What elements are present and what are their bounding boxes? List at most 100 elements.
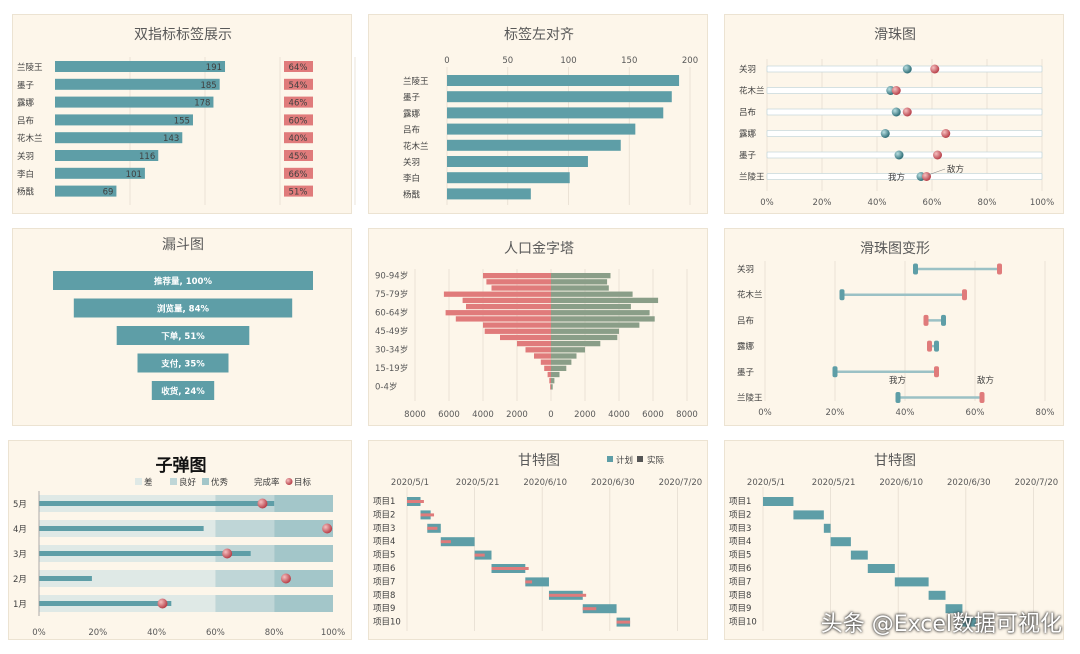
band [274,520,333,537]
target-marker [157,598,168,609]
bar-right [551,340,601,347]
point-enemy [941,129,951,138]
funnel-label: 收货, 24% [161,386,205,397]
percent-label: 45% [289,152,308,162]
funnel-label: 浏览量, 84% [157,304,210,315]
target-marker [322,523,333,534]
chart-gantt-2: 甘特图 2020/5/1 2020/5/21 2020/6/10 2020/6/30 20… [729,453,1059,631]
category-label: 兰陵王 [737,393,763,404]
annotation-ours: 我方 [889,375,906,386]
category-label: 兰陵王 [739,172,765,183]
category-label: 关羽 [739,64,756,75]
category-label: 杨戬 [403,189,421,200]
marker-enemy [934,366,939,378]
marker-enemy [997,263,1002,275]
plan-bar [793,510,824,520]
chart-title: 人口金字塔 [504,241,574,257]
point-ours [880,129,890,138]
category-label: 吕布 [739,107,756,118]
panel-pyramid: 人口金字塔 8000 6000 4000 2000 0 2000 4000 6000 8000 90… [368,228,708,426]
plan-bar [830,537,851,547]
category-label: 2月 [13,575,27,585]
bar-left [534,353,551,359]
category-label: 项目8 [373,591,395,601]
category-label: 露娜 [403,108,421,119]
legend-label: 良好 [179,477,197,488]
category-label: 项目5 [373,551,395,561]
x-tick: 0% [758,408,772,418]
percent-label: 54% [289,81,308,91]
date-tick: 2020/6/30 [947,478,991,488]
bar [55,185,117,197]
category-label: 项目9 [729,604,751,614]
bar [55,114,193,126]
date-tick: 2020/5/1 [391,478,429,488]
date-tick: 2020/5/21 [456,478,500,488]
plan-bar [850,550,868,560]
bar-right [551,303,631,310]
bar-left [484,328,551,334]
x-tick: 0 [444,56,449,66]
bar-right [551,322,640,328]
category-label: 花木兰 [739,86,765,97]
marker-enemy [923,314,929,326]
category-label: 项目9 [373,604,395,614]
x-tick: 0 [548,410,553,420]
percent-label: 64% [289,63,308,73]
actual-bar [491,567,529,570]
funnel-label: 下单, 51% [161,331,205,342]
panel-funnel: 漏斗图 推荐量, 100% 浏览量, 84% 下单, 51% 支付, 35% 收货, 24… [12,228,352,426]
chart-title: 子弹图 [156,455,207,476]
marker-ours [941,314,946,326]
chart-gantt-1: 甘特图 2020/5/1 2020/5/21 2020/6/10 2020/6/30 20… [373,453,702,631]
bar [447,107,664,119]
actual-bar [407,500,424,503]
date-tick: 2020/7/20 [1015,478,1059,488]
bar-left [486,279,551,285]
actual-bar [39,501,275,506]
funnel-bar [73,298,293,318]
actual-bar [427,526,438,530]
bar-left [455,316,551,322]
category-label: 项目2 [729,510,751,520]
category-label: 项目8 [729,591,751,601]
legend-swatch [285,478,293,485]
plan-bar [525,577,549,587]
category-label: 4月 [13,525,27,535]
actual-bar [420,513,435,517]
category-label: 露娜 [737,341,755,352]
point-enemy [922,172,931,181]
panel-gantt-1: 甘特图 2020/5/1 2020/5/21 2020/6/10 2020/6/30 20… [368,440,708,640]
data-label: 155 [174,116,190,126]
category-label: 项目6 [373,564,395,574]
category-label: 1月 [13,600,27,610]
bar-right [551,297,659,304]
x-tick: 20% [826,408,845,418]
category-label: 墨子 [403,93,421,103]
date-tick: 2020/6/10 [879,478,923,488]
date-tick: 2020/5/21 [812,478,856,488]
x-tick: 2000 [506,410,528,420]
bar-left [550,384,551,390]
percent-box [284,96,313,108]
bar-right [551,316,655,322]
bar-right [551,273,611,279]
bar [55,78,220,90]
bar [55,61,226,72]
x-tick: 200 [682,56,698,66]
chart-title: 甘特图 [874,453,916,469]
bar-left [445,310,551,316]
annotation-leader [927,168,946,176]
funnel-label: 推荐量, 100% [154,276,212,287]
data-label: 143 [163,134,179,144]
funnel-bar [151,381,215,400]
legend-label: 计划 [616,455,633,466]
legend-label: 完成率 [254,477,280,488]
category-label: 项目1 [373,497,395,507]
actual-bar [525,580,533,584]
category-label: 花木兰 [737,290,763,301]
category-label: 项目1 [729,497,751,507]
